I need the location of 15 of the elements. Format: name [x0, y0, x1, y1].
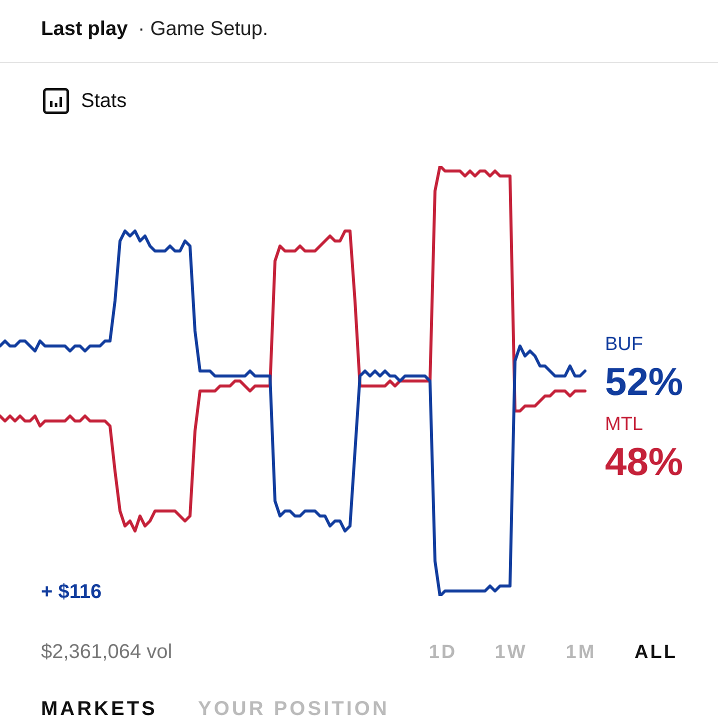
text: $2,361,064 vol	[41, 640, 172, 664]
chart-title: Stats	[81, 89, 127, 113]
series-label: MTL	[605, 414, 643, 436]
text: 1M	[566, 641, 596, 665]
text: Last play	[41, 17, 128, 41]
text: 1D	[428, 641, 458, 665]
annotation: + $116	[41, 580, 102, 604]
data-label: 52%	[605, 360, 684, 404]
text: · Game Setup.	[138, 17, 268, 41]
text: YOUR POSITION	[198, 697, 390, 720]
text: ALL	[634, 641, 678, 665]
text: 1W	[494, 641, 528, 665]
text: MARKETS	[41, 697, 158, 720]
series-label: BUF	[605, 334, 643, 356]
data-label: 48%	[605, 440, 684, 484]
